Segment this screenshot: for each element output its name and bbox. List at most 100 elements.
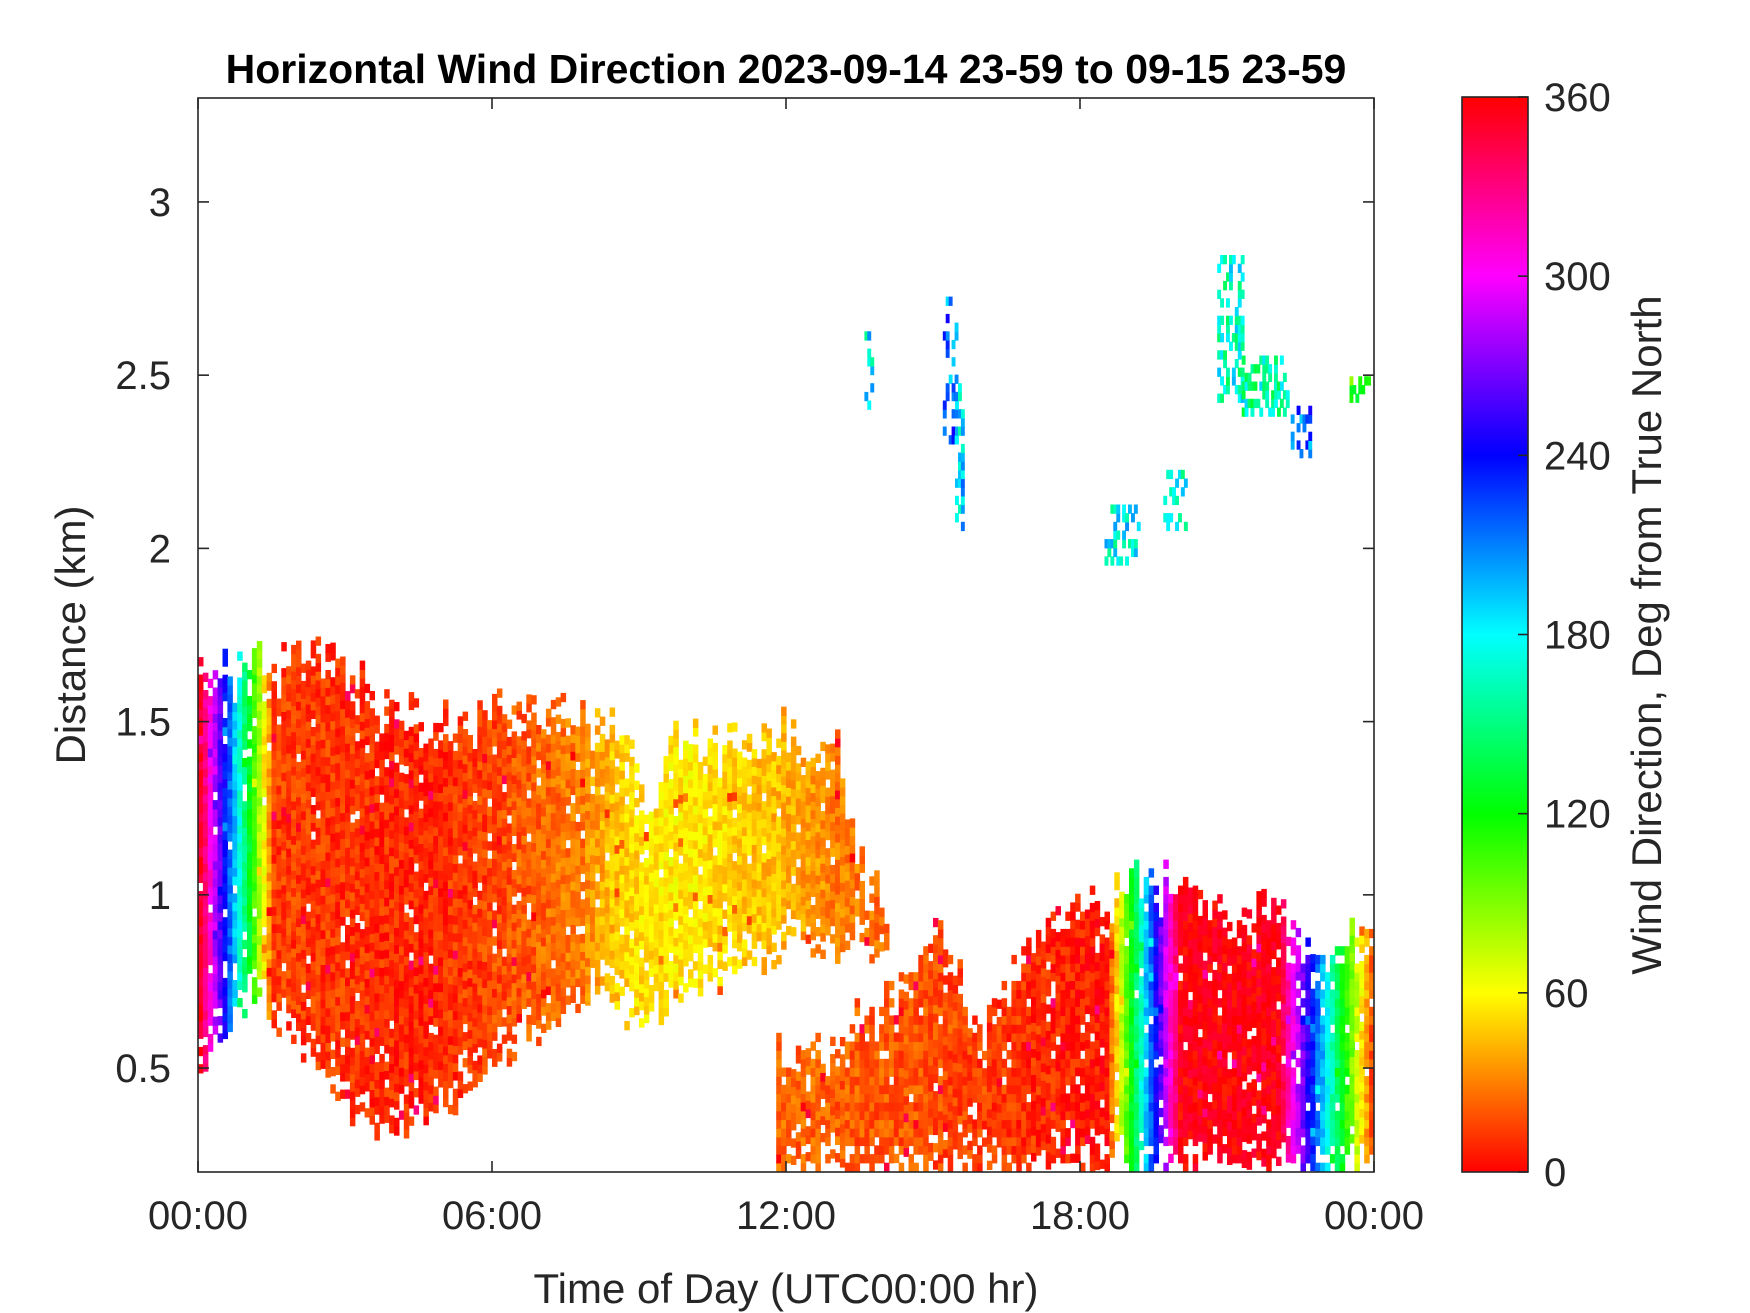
heatmap-cell xyxy=(492,971,498,981)
heatmap-cell xyxy=(795,884,802,894)
heatmap-cell xyxy=(276,828,282,838)
heatmap-cell xyxy=(222,796,228,806)
heatmap-cell xyxy=(330,815,336,826)
heatmap-cell xyxy=(384,784,390,794)
heatmap-cell xyxy=(462,980,469,990)
heatmap-cell xyxy=(349,753,356,763)
heatmap-cell xyxy=(418,1025,424,1035)
heatmap-cell xyxy=(786,899,792,910)
heatmap-cell xyxy=(261,943,268,954)
heatmap-cell xyxy=(820,880,826,890)
heatmap-cell xyxy=(506,719,513,729)
heatmap-cell xyxy=(805,761,812,771)
heatmap-cell xyxy=(198,1012,204,1022)
heatmap-cell xyxy=(658,825,665,835)
heatmap-cell xyxy=(389,1089,395,1099)
heatmap-cell xyxy=(335,814,341,824)
heatmap-cell xyxy=(310,882,317,893)
heatmap-cell xyxy=(516,996,522,1006)
heatmap-cell xyxy=(413,958,420,968)
heatmap-cell xyxy=(717,881,723,891)
heatmap-cell xyxy=(443,803,449,813)
heatmap-cell xyxy=(658,834,665,844)
heatmap-cell xyxy=(825,753,831,763)
heatmap-cell xyxy=(516,918,522,928)
heatmap-cell xyxy=(359,842,366,852)
heatmap-cell xyxy=(609,932,616,942)
heatmap-cell xyxy=(550,977,557,987)
heatmap-cell xyxy=(594,959,601,969)
heatmap-cell xyxy=(496,939,503,949)
heatmap-cell xyxy=(271,741,277,752)
heatmap-cell xyxy=(629,895,635,905)
heatmap-cell xyxy=(673,816,679,826)
heatmap-cell xyxy=(908,1136,914,1147)
heatmap-cell xyxy=(217,912,224,922)
heatmap-cell xyxy=(242,1009,248,1019)
heatmap-cell xyxy=(908,980,914,991)
heatmap-cell xyxy=(300,932,307,942)
heatmap-cell xyxy=(198,839,204,849)
heatmap-cell xyxy=(639,992,645,1002)
heatmap-cell xyxy=(389,1046,395,1056)
heatmap-cell xyxy=(839,830,846,840)
heatmap-cell xyxy=(315,853,322,863)
heatmap-cell xyxy=(722,857,728,867)
heatmap-cell xyxy=(472,930,478,941)
heatmap-cell xyxy=(482,753,488,763)
heatmap-cell xyxy=(266,984,273,994)
heatmap-cell xyxy=(737,803,743,813)
heatmap-cell xyxy=(359,1076,366,1086)
heatmap-cell xyxy=(256,970,263,980)
heatmap-cell xyxy=(281,642,287,652)
heatmap-cell xyxy=(369,1115,375,1125)
heatmap-cell xyxy=(531,972,537,982)
heatmap-cell xyxy=(570,811,576,822)
heatmap-cell xyxy=(908,1041,914,1051)
heatmap-cell xyxy=(727,887,733,898)
heatmap-cell xyxy=(810,818,816,828)
heatmap-cell xyxy=(526,824,532,834)
heatmap-cell xyxy=(541,876,547,886)
heatmap-cell xyxy=(634,780,640,790)
heatmap-cell xyxy=(247,843,253,853)
heatmap-cell xyxy=(266,785,273,795)
heatmap-cell xyxy=(766,936,772,946)
heatmap-cell xyxy=(247,860,253,870)
heatmap-cell xyxy=(335,684,341,694)
heatmap-cell xyxy=(447,810,454,820)
heatmap-cell xyxy=(345,734,351,744)
heatmap-cell xyxy=(536,958,542,969)
heatmap-cell xyxy=(256,710,263,720)
heatmap-cell xyxy=(202,889,209,899)
heatmap-cell xyxy=(859,1024,865,1034)
heatmap-cell xyxy=(570,924,576,934)
heatmap-cell xyxy=(624,856,630,866)
heatmap-cell xyxy=(359,825,366,835)
heatmap-cell xyxy=(335,710,341,720)
heatmap-cell xyxy=(364,857,371,867)
heatmap-cell xyxy=(438,1052,444,1062)
heatmap-cell xyxy=(457,932,464,943)
heatmap-cell xyxy=(717,933,723,943)
heatmap-cell xyxy=(477,821,483,831)
heatmap-cell xyxy=(300,724,307,734)
heatmap-cell xyxy=(261,969,268,980)
heatmap-cell xyxy=(482,822,488,833)
heatmap-cell xyxy=(555,757,562,768)
heatmap-cell xyxy=(443,864,449,874)
heatmap-cell xyxy=(398,893,405,904)
heatmap-cell xyxy=(599,863,606,874)
heatmap-cell xyxy=(320,1042,326,1052)
heatmap-cell xyxy=(776,1154,782,1164)
heatmap-cell xyxy=(761,749,767,759)
heatmap-cell xyxy=(683,810,689,820)
heatmap-cell xyxy=(457,950,464,960)
heatmap-cell xyxy=(550,847,557,857)
heatmap-cell xyxy=(521,947,527,958)
heatmap-cell xyxy=(438,757,444,767)
heatmap-cell xyxy=(217,929,224,939)
heatmap-cell xyxy=(433,774,439,785)
heatmap-cell xyxy=(496,887,503,897)
heatmap-cell xyxy=(428,946,434,956)
